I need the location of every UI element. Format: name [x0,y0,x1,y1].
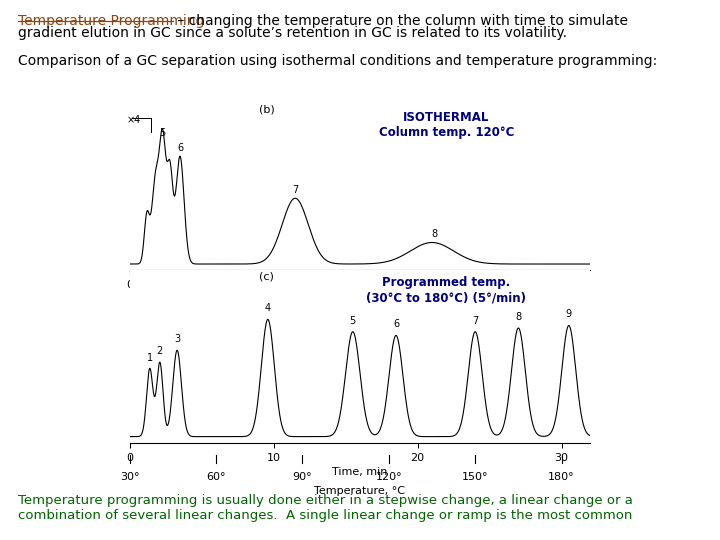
Text: Comparison of a GC separation using isothermal conditions and temperature progra: Comparison of a GC separation using isot… [18,54,657,68]
Text: 8: 8 [432,229,438,239]
Text: 30°: 30° [120,472,140,482]
Text: 8: 8 [516,312,521,322]
Text: (c): (c) [259,272,274,282]
Text: 7: 7 [472,315,478,326]
Text: gradient elution in GC since a solute’s retention in GC is related to its volati: gradient elution in GC since a solute’s … [18,26,567,40]
Text: 4: 4 [265,303,271,313]
Text: 7: 7 [292,185,298,194]
Text: Programmed temp.
(30°C to 180°C) (5°/min): Programmed temp. (30°C to 180°C) (5°/min… [366,276,526,304]
Text: 60°: 60° [206,472,226,482]
Text: 5: 5 [350,315,356,326]
Text: Temperature programming is usually done either in a stepwise change, a linear ch: Temperature programming is usually done … [18,494,633,522]
Text: 1: 1 [147,353,153,362]
Text: 180°: 180° [549,472,575,482]
Text: Temperature Programming: Temperature Programming [18,14,204,28]
Text: 5: 5 [160,129,166,138]
Text: ISOTHERMAL
Column temp. 120°C: ISOTHERMAL Column temp. 120°C [379,111,514,139]
Text: 150°: 150° [462,472,488,482]
Text: 3: 3 [174,334,180,344]
X-axis label: Time, min: Time, min [333,467,387,477]
Text: 2: 2 [157,346,163,356]
Text: 6: 6 [393,319,399,329]
Text: 90°: 90° [292,472,312,482]
Text: 9: 9 [566,309,572,319]
Text: 6: 6 [177,143,183,153]
Text: Temperature, °C: Temperature, °C [315,486,405,496]
Text: (b): (b) [258,104,274,114]
Text: ×4: ×4 [127,116,141,125]
Text: 120°: 120° [376,472,402,482]
Text: – changing the temperature on the column with time to simulate: – changing the temperature on the column… [173,14,628,28]
